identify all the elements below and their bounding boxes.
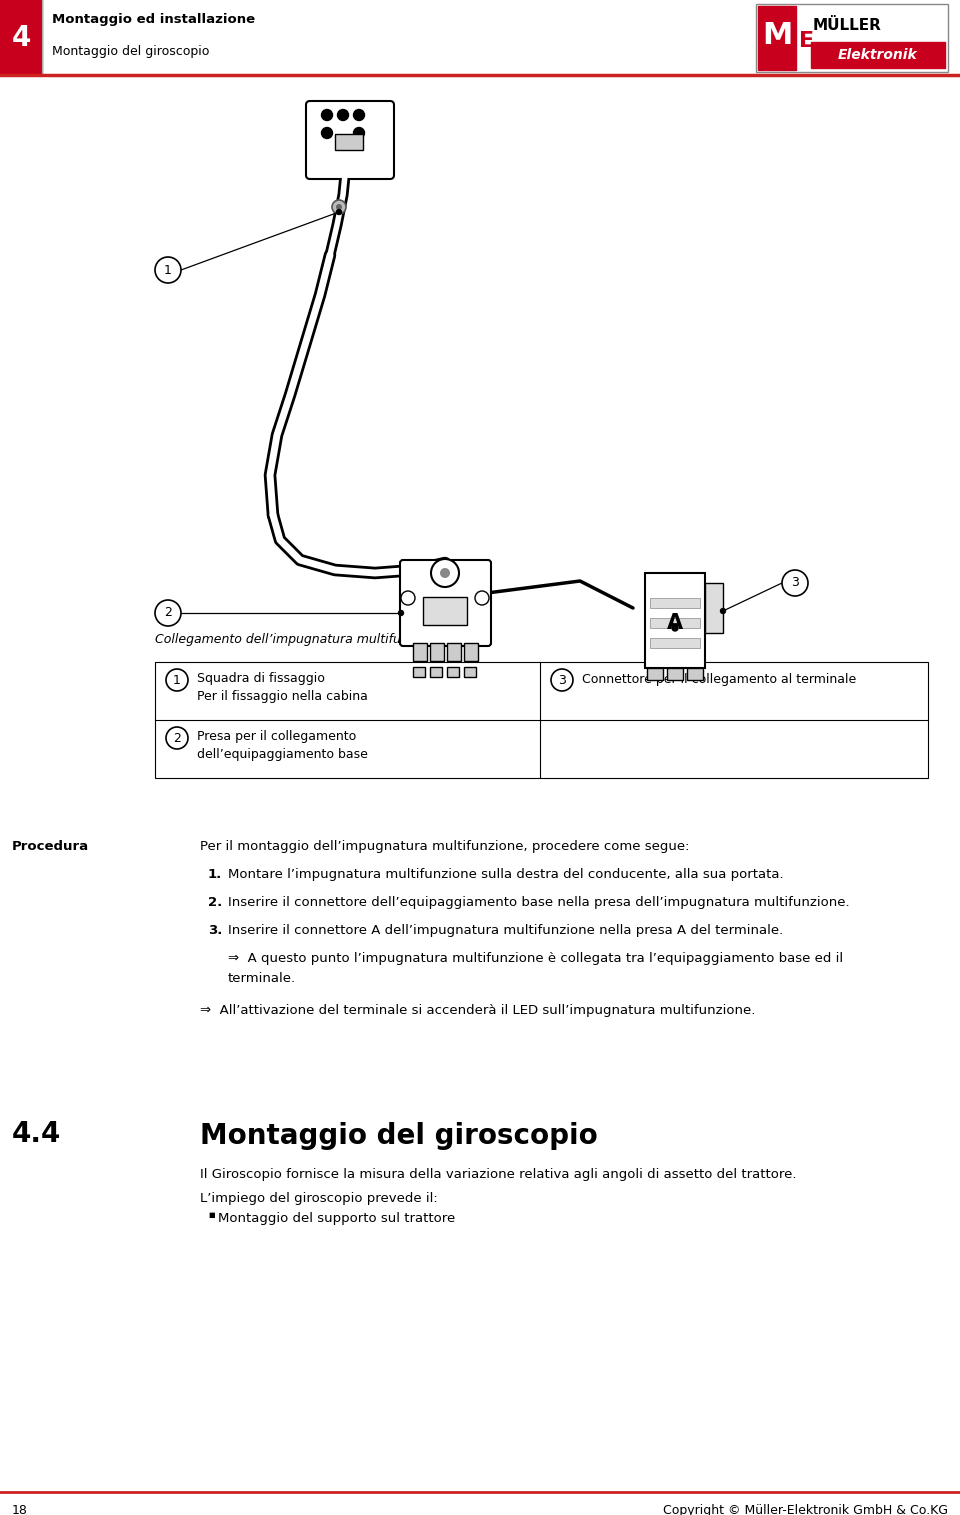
- Bar: [705, 583, 723, 633]
- Text: L’impiego del giroscopio prevede il:: L’impiego del giroscopio prevede il:: [200, 1192, 438, 1204]
- Text: 2.: 2.: [208, 895, 223, 909]
- Circle shape: [353, 127, 365, 138]
- Text: Inserire il connettore A dell’impugnatura multifunzione nella presa A del termin: Inserire il connettore A dell’impugnatur…: [228, 924, 783, 936]
- Text: 2: 2: [173, 732, 180, 744]
- Text: Copyright © Müller-Elektronik GmbH & Co.KG: Copyright © Müller-Elektronik GmbH & Co.…: [663, 1504, 948, 1515]
- Bar: [687, 668, 703, 680]
- FancyBboxPatch shape: [306, 102, 394, 179]
- Text: 1: 1: [164, 264, 172, 277]
- Bar: [811, 42, 945, 68]
- Text: E: E: [799, 32, 814, 52]
- Text: Connettore per il collegamento al terminale: Connettore per il collegamento al termin…: [582, 674, 856, 686]
- Text: 4.4: 4.4: [12, 1120, 61, 1148]
- Circle shape: [475, 591, 489, 604]
- Circle shape: [166, 727, 188, 748]
- Text: 2: 2: [164, 606, 172, 620]
- Circle shape: [332, 200, 346, 214]
- Text: 1: 1: [173, 674, 180, 686]
- Text: Inserire il connettore dell’equipaggiamento base nella presa dell’impugnatura mu: Inserire il connettore dell’equipaggiame…: [228, 895, 850, 909]
- Text: Il Giroscopio fornisce la misura della variazione relativa agli angoli di assett: Il Giroscopio fornisce la misura della v…: [200, 1168, 797, 1182]
- Bar: [464, 642, 478, 661]
- Text: Elektronik: Elektronik: [838, 48, 918, 62]
- Circle shape: [782, 570, 808, 595]
- Text: Montaggio del supporto sul trattore: Montaggio del supporto sul trattore: [218, 1212, 455, 1226]
- Bar: [413, 667, 425, 677]
- Circle shape: [431, 559, 459, 586]
- Circle shape: [322, 127, 332, 138]
- Bar: [650, 598, 700, 608]
- Circle shape: [336, 205, 342, 211]
- Circle shape: [401, 591, 415, 604]
- Text: Montaggio ed installazione: Montaggio ed installazione: [52, 14, 255, 26]
- Text: 3: 3: [791, 577, 799, 589]
- Text: dell’equipaggiamento base: dell’equipaggiamento base: [197, 748, 368, 761]
- Bar: [645, 573, 705, 668]
- Circle shape: [353, 109, 365, 121]
- Bar: [667, 668, 683, 680]
- Text: ⇒  A questo punto l’impugnatura multifunzione è collegata tra l’equipaggiamento : ⇒ A questo punto l’impugnatura multifunz…: [228, 951, 843, 965]
- Text: Montaggio del giroscopio: Montaggio del giroscopio: [200, 1123, 598, 1150]
- Circle shape: [551, 670, 573, 691]
- Bar: [464, 667, 476, 677]
- FancyBboxPatch shape: [400, 561, 491, 645]
- Text: Montaggio del giroscopio: Montaggio del giroscopio: [52, 45, 209, 59]
- Bar: [0, 0, 42, 76]
- Circle shape: [155, 600, 181, 626]
- Text: Collegamento dell’impugnatura multifunzione: Collegamento dell’impugnatura multifunzi…: [155, 633, 442, 645]
- Bar: [413, 642, 427, 661]
- Text: Presa per il collegamento: Presa per il collegamento: [197, 730, 356, 742]
- Text: ⇒  All’attivazione del terminale si accenderà il LED sull’impugnatura multifunzi: ⇒ All’attivazione del terminale si accen…: [200, 1004, 756, 1017]
- Circle shape: [337, 209, 342, 215]
- Bar: [447, 642, 461, 661]
- Text: Squadra di fissaggio: Squadra di fissaggio: [197, 673, 324, 685]
- Bar: [756, 5, 948, 73]
- Bar: [423, 597, 467, 626]
- Text: M: M: [762, 21, 792, 50]
- Text: 1.: 1.: [208, 868, 223, 882]
- Text: terminale.: terminale.: [228, 973, 296, 985]
- Text: Procedura: Procedura: [12, 839, 89, 853]
- Circle shape: [338, 109, 348, 121]
- Text: ■: ■: [208, 1212, 215, 1218]
- Circle shape: [166, 670, 188, 691]
- Text: 4: 4: [12, 24, 31, 52]
- Text: MÜLLER: MÜLLER: [813, 18, 882, 33]
- Circle shape: [398, 611, 403, 615]
- Text: 18: 18: [12, 1504, 28, 1515]
- Text: 3: 3: [558, 674, 566, 686]
- Circle shape: [155, 258, 181, 283]
- Bar: [155, 662, 928, 779]
- Bar: [650, 618, 700, 629]
- Text: 3.: 3.: [208, 924, 223, 936]
- Text: A: A: [667, 614, 684, 633]
- Circle shape: [440, 568, 450, 579]
- Bar: [430, 642, 444, 661]
- Circle shape: [322, 109, 332, 121]
- Bar: [447, 667, 459, 677]
- Text: Per il fissaggio nella cabina: Per il fissaggio nella cabina: [197, 689, 368, 703]
- Bar: [335, 133, 363, 150]
- Circle shape: [672, 626, 678, 632]
- Text: Montare l’impugnatura multifunzione sulla destra del conducente, alla sua portat: Montare l’impugnatura multifunzione sull…: [228, 868, 783, 882]
- Bar: [430, 667, 442, 677]
- Text: Per il montaggio dell’impugnatura multifunzione, procedere come segue:: Per il montaggio dell’impugnatura multif…: [200, 839, 689, 853]
- Bar: [647, 668, 663, 680]
- Bar: [758, 6, 796, 70]
- Circle shape: [721, 609, 726, 614]
- Bar: [650, 638, 700, 648]
